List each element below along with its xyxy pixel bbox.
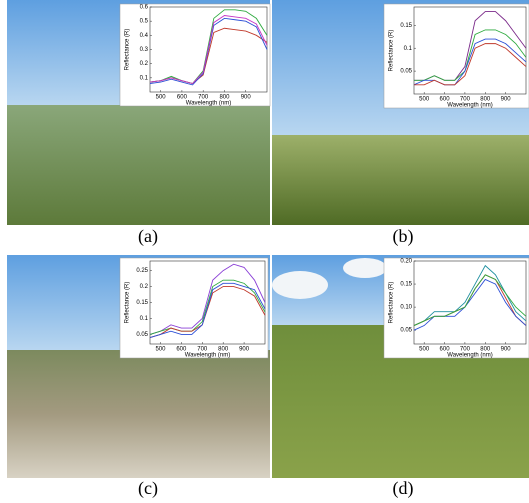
x-tick-label: 800 [219, 95, 230, 101]
y-tick-label: 0.15 [136, 300, 148, 306]
y-tick-label: 0.1 [140, 75, 149, 81]
x-tick-label: 700 [460, 347, 471, 353]
spectrum-line [149, 15, 268, 85]
x-tick-label: 600 [440, 347, 451, 353]
y-tick-label: 0.15 [400, 282, 412, 288]
y-axis-label: Reflectance (R) [389, 30, 395, 72]
y-tick-label: 0.6 [140, 5, 149, 11]
y-tick-label: 0.3 [140, 47, 149, 53]
plot-frame [413, 260, 527, 345]
x-tick-label: 900 [241, 95, 252, 101]
inset-background [383, 3, 529, 109]
inset-background [119, 257, 269, 359]
spectrum-line [149, 282, 266, 339]
spectrum-line [149, 279, 266, 335]
x-tick-label: 500 [155, 347, 166, 353]
spectrum-line [414, 43, 527, 86]
y-axis-label: Reflectance (R) [389, 282, 395, 324]
y-tick-label: 0.05 [400, 69, 412, 75]
x-tick-label: 700 [197, 347, 208, 353]
panel-label: (a) [138, 226, 158, 247]
y-tick-label: 0.20 [400, 259, 412, 265]
y-tick-label: 0.1 [140, 316, 149, 322]
x-axis-label: Wavelength (nm) [447, 103, 492, 109]
y-tick-label: 0.05 [400, 328, 412, 334]
spectrum-line [149, 263, 266, 335]
spectrum-line [149, 9, 268, 85]
spectrum-line [413, 264, 527, 326]
x-tick-label: 500 [156, 95, 167, 101]
y-tick-label: 0.1 [404, 46, 413, 52]
y-tick-label: 0.25 [136, 268, 148, 274]
inset-background [383, 257, 529, 359]
spectrum-line [414, 29, 527, 81]
x-axis-label: Wavelength (nm) [185, 353, 230, 359]
y-tick-label: 0.15 [400, 23, 412, 29]
x-tick-label: 900 [501, 97, 512, 103]
y-tick-label: 0.10 [400, 305, 412, 311]
x-tick-label: 600 [177, 95, 188, 101]
spectrum-line [413, 278, 527, 331]
x-tick-label: 900 [501, 347, 512, 353]
plot-frame [413, 6, 527, 95]
x-tick-label: 600 [440, 97, 451, 103]
x-tick-label: 600 [176, 347, 187, 353]
panel-label: (d) [393, 478, 414, 499]
spectrum-line [413, 274, 527, 326]
x-tick-label: 500 [419, 97, 430, 103]
x-tick-label: 800 [480, 347, 491, 353]
y-axis-label: Reflectance (R) [125, 29, 131, 71]
panel-label: (c) [138, 478, 158, 499]
x-tick-label: 500 [419, 347, 430, 353]
x-tick-label: 800 [480, 97, 491, 103]
x-tick-label: 700 [460, 97, 471, 103]
y-tick-label: 0.4 [140, 33, 149, 39]
y-tick-label: 0.2 [140, 284, 149, 290]
x-axis-label: Wavelength (nm) [186, 101, 231, 107]
spectrum-line [413, 38, 527, 86]
y-tick-label: 0.5 [140, 19, 149, 25]
x-axis-label: Wavelength (nm) [447, 353, 492, 359]
x-tick-label: 800 [218, 347, 229, 353]
panel-label: (b) [393, 226, 414, 247]
y-tick-label: 0.2 [140, 61, 149, 67]
spectrum-line [149, 286, 266, 339]
x-tick-label: 700 [198, 95, 209, 101]
y-tick-label: 0.05 [136, 332, 148, 338]
x-tick-label: 900 [239, 347, 250, 353]
y-axis-label: Reflectance (R) [125, 282, 131, 324]
